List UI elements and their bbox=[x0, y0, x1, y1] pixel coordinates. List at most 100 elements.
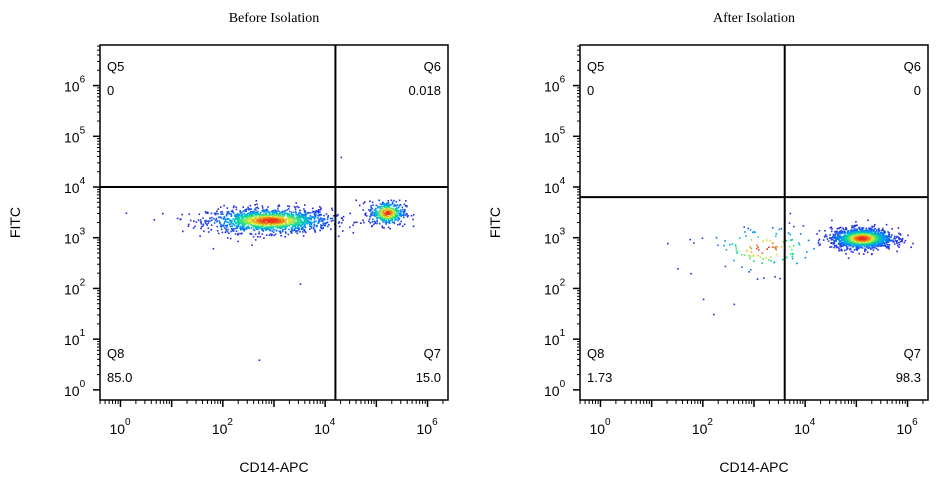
event-dot bbox=[401, 208, 404, 211]
event-dot bbox=[290, 227, 293, 229]
event-dot bbox=[867, 230, 869, 232]
event-dot bbox=[233, 205, 235, 207]
event-dot bbox=[277, 223, 280, 226]
event-dot bbox=[313, 218, 316, 220]
event-dot bbox=[290, 213, 293, 215]
event-dot bbox=[398, 199, 401, 202]
event-dot bbox=[224, 217, 226, 220]
event-dot bbox=[893, 243, 896, 245]
event-dot bbox=[189, 219, 192, 222]
event-dot bbox=[397, 216, 399, 219]
event-dot bbox=[830, 246, 833, 248]
event-dot bbox=[234, 227, 237, 230]
event-dot bbox=[303, 217, 306, 219]
event-dot bbox=[891, 228, 893, 230]
event-dot bbox=[301, 213, 304, 216]
event-dot bbox=[856, 244, 858, 247]
event-dot bbox=[870, 237, 873, 240]
event-dot bbox=[216, 210, 218, 212]
event-dot bbox=[853, 229, 856, 231]
event-dot bbox=[746, 249, 748, 251]
event-dot bbox=[395, 205, 397, 207]
event-dot bbox=[295, 217, 297, 219]
event-dot bbox=[342, 215, 345, 218]
event-dot bbox=[278, 220, 281, 222]
event-dot bbox=[852, 226, 854, 228]
event-dot bbox=[762, 240, 764, 243]
tick-exponent: 0 bbox=[605, 417, 611, 428]
event-dot bbox=[904, 239, 907, 242]
event-dot bbox=[199, 219, 202, 221]
event-dot bbox=[180, 218, 182, 221]
event-dot bbox=[858, 252, 860, 255]
event-dot bbox=[753, 260, 755, 262]
event-dot bbox=[288, 213, 290, 216]
event-dot bbox=[187, 223, 190, 226]
event-dot bbox=[854, 225, 857, 227]
event-dot bbox=[842, 227, 844, 229]
event-dot bbox=[831, 219, 833, 222]
event-dot bbox=[390, 207, 392, 210]
event-dot bbox=[369, 222, 371, 224]
event-dot bbox=[289, 219, 291, 222]
event-dot bbox=[326, 225, 329, 228]
event-dot bbox=[867, 247, 870, 249]
event-dot bbox=[248, 216, 251, 218]
event-dot bbox=[342, 219, 344, 221]
event-dot bbox=[266, 209, 269, 212]
event-dot bbox=[791, 257, 794, 260]
event-dot bbox=[757, 246, 759, 249]
event-dot bbox=[769, 239, 772, 242]
event-dot bbox=[885, 246, 888, 248]
event-dot bbox=[741, 253, 743, 256]
event-dot bbox=[212, 247, 215, 250]
event-dot bbox=[302, 215, 304, 218]
event-dot bbox=[871, 241, 874, 244]
x-axis-label: CD14-APC bbox=[239, 459, 308, 475]
event-dot bbox=[378, 199, 380, 202]
event-dot bbox=[249, 208, 251, 210]
event-dot bbox=[254, 224, 256, 226]
event-dot bbox=[299, 218, 301, 221]
event-dot bbox=[237, 240, 239, 243]
event-dot bbox=[316, 210, 319, 213]
event-dot bbox=[879, 242, 882, 245]
event-dot bbox=[279, 230, 282, 232]
event-dot bbox=[862, 234, 864, 237]
event-dot bbox=[293, 228, 296, 230]
event-dot bbox=[386, 206, 388, 209]
event-dot bbox=[265, 227, 267, 230]
event-dot bbox=[195, 221, 198, 223]
x-tick-label: 106 bbox=[417, 417, 439, 437]
event-dot bbox=[376, 219, 378, 222]
event-dot bbox=[241, 214, 243, 216]
event-dot bbox=[299, 231, 301, 233]
event-dot bbox=[278, 213, 281, 215]
event-dot bbox=[867, 219, 869, 222]
event-dot bbox=[293, 218, 295, 221]
event-dot bbox=[257, 225, 260, 228]
event-dot bbox=[265, 226, 268, 228]
event-dot bbox=[327, 215, 330, 217]
event-dot bbox=[870, 228, 873, 230]
event-dot bbox=[258, 359, 261, 361]
event-dot bbox=[265, 222, 268, 225]
event-dot bbox=[349, 226, 351, 229]
event-dot bbox=[254, 233, 257, 236]
event-dot bbox=[382, 208, 385, 211]
event-dot bbox=[375, 211, 377, 213]
event-dot bbox=[314, 211, 317, 213]
event-dot bbox=[866, 229, 868, 232]
event-dot bbox=[240, 215, 242, 218]
event-dot bbox=[761, 262, 764, 264]
event-dot bbox=[818, 238, 821, 241]
event-dot bbox=[833, 234, 835, 236]
event-dot bbox=[891, 234, 893, 236]
event-dot bbox=[374, 208, 377, 211]
event-dot bbox=[255, 207, 257, 209]
event-dot bbox=[394, 212, 397, 215]
event-dot bbox=[724, 240, 726, 242]
event-dot bbox=[258, 221, 260, 224]
event-dot bbox=[320, 207, 322, 209]
event-dot bbox=[260, 222, 262, 224]
